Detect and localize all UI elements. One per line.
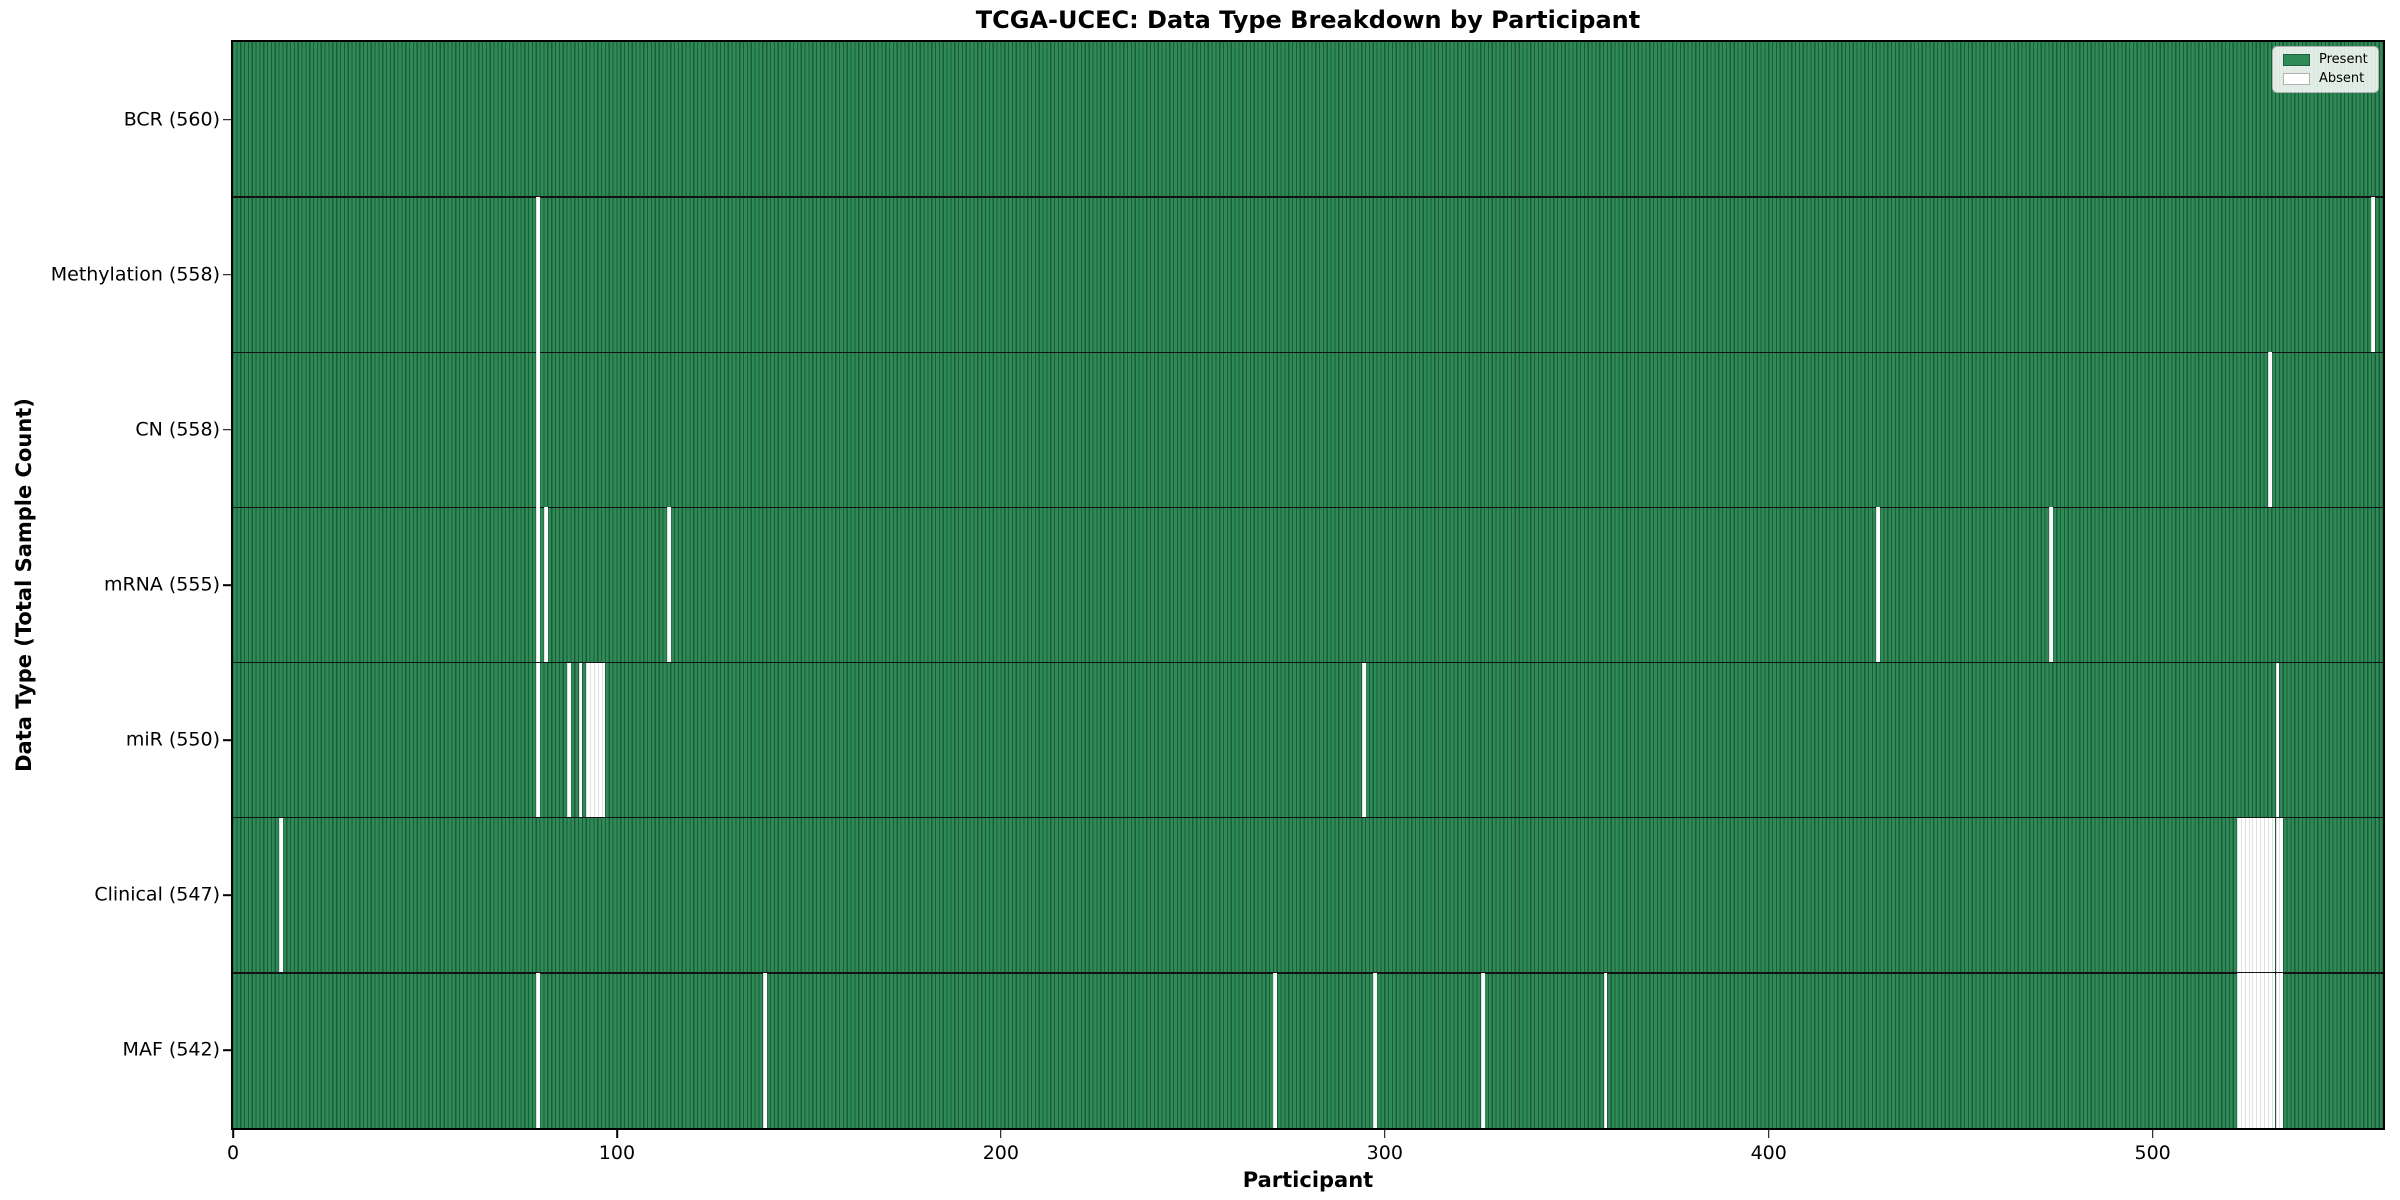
x-tick-mark [232,1130,234,1138]
absent-stripe [2048,507,2053,663]
absent-stripe [1361,662,1366,818]
absent-stripe [2271,817,2276,973]
legend-item-absent: Absent [2283,72,2368,86]
absent-stripe [2240,972,2245,1128]
y-tick-mark [223,894,231,897]
absent-swatch-icon [2283,73,2310,85]
x-tick-label: 400 [1750,1142,1787,1164]
absent-stripe [1273,972,1278,1128]
chart-title: TCGA-UCEC: Data Type Breakdown by Partic… [975,6,1641,34]
absent-stripe [2267,972,2272,1128]
row-separator [233,817,2383,819]
absent-stripe [279,817,283,973]
absent-stripe [762,972,767,1128]
absent-stripe [2252,972,2257,1128]
absent-stripe [586,662,591,818]
y-tick-label: CN (558) [135,418,220,441]
absent-stripe [536,197,541,353]
x-tick-mark [1000,1130,1002,1138]
absent-stripe [536,352,541,508]
x-tick-label: 300 [1366,1142,1403,1164]
y-tick-label: miR (550) [125,728,220,751]
plot-area [233,42,2383,1128]
legend: Present Absent [2272,46,2379,93]
absent-stripe [2256,972,2261,1128]
absent-stripe [2260,817,2264,973]
absent-stripe [2237,817,2241,973]
y-tick-label: mRNA (555) [103,573,220,596]
row-separator [233,972,2383,974]
absent-stripe [2252,817,2257,973]
y-tick-mark [223,584,231,586]
absent-stripe [2271,972,2276,1128]
absent-stripe [597,662,602,818]
x-tick-mark [616,1130,618,1138]
row-separator [233,196,2383,198]
absent-stripe [2248,817,2253,973]
row-separator [233,661,2383,664]
x-tick-mark [2151,1130,2154,1138]
row-separator [233,506,2383,509]
x-tick-label: 100 [598,1142,636,1164]
absent-stripe [2248,972,2253,1128]
absent-stripe [536,972,541,1128]
present-swatch-icon [2283,54,2310,66]
absent-stripe [567,662,571,818]
absent-stripe [578,662,583,818]
absent-stripe [2275,817,2280,973]
absent-stripe [543,507,548,663]
y-tick-mark [223,429,231,431]
absent-stripe [536,662,541,818]
absent-stripe [593,662,598,818]
legend-label: Absent [2319,71,2365,86]
absent-stripe [1373,972,1378,1128]
absent-stripe [2240,817,2245,973]
x-tick-label: 0 [226,1142,240,1164]
absent-stripe [666,507,671,663]
x-tick-label: 200 [982,1142,1019,1164]
absent-stripe [1603,972,1608,1128]
absent-stripe [2267,352,2272,508]
absent-stripe [2260,972,2264,1128]
absent-stripe [2244,972,2249,1128]
x-tick-mark [1767,1130,1770,1138]
legend-item-present: Present [2283,53,2368,67]
absent-stripe [2237,972,2241,1128]
absent-stripe [601,662,606,818]
y-tick-label: Clinical (547) [94,883,220,906]
absent-stripe [2279,972,2284,1128]
absent-stripe [2244,817,2249,973]
x-tick-mark [1383,1130,1386,1138]
y-tick-label: MAF (542) [122,1038,220,1061]
y-tick-label: BCR (560) [123,108,220,131]
legend-label: Present [2319,52,2368,67]
absent-stripe [2267,817,2272,973]
y-tick-mark [223,1049,231,1052]
absent-stripe [2275,972,2280,1128]
absent-stripe [536,507,541,663]
x-tick-label: 500 [2134,1142,2171,1164]
absent-stripe [1876,507,1881,663]
absent-stripe [590,662,594,818]
absent-stripe [2275,662,2280,818]
absent-stripe [1480,972,1485,1128]
x-axis-label: Participant [1242,1168,1374,1192]
absent-stripe [2256,817,2261,973]
y-tick-mark [223,739,231,741]
absent-stripe [2371,197,2376,353]
y-tick-label: Methylation (558) [50,263,220,286]
y-tick-mark [223,273,231,276]
y-tick-mark [223,118,231,121]
row-separator [233,351,2383,353]
absent-stripe [2279,817,2284,973]
absent-stripe [2263,817,2268,973]
absent-stripe [2263,972,2268,1128]
